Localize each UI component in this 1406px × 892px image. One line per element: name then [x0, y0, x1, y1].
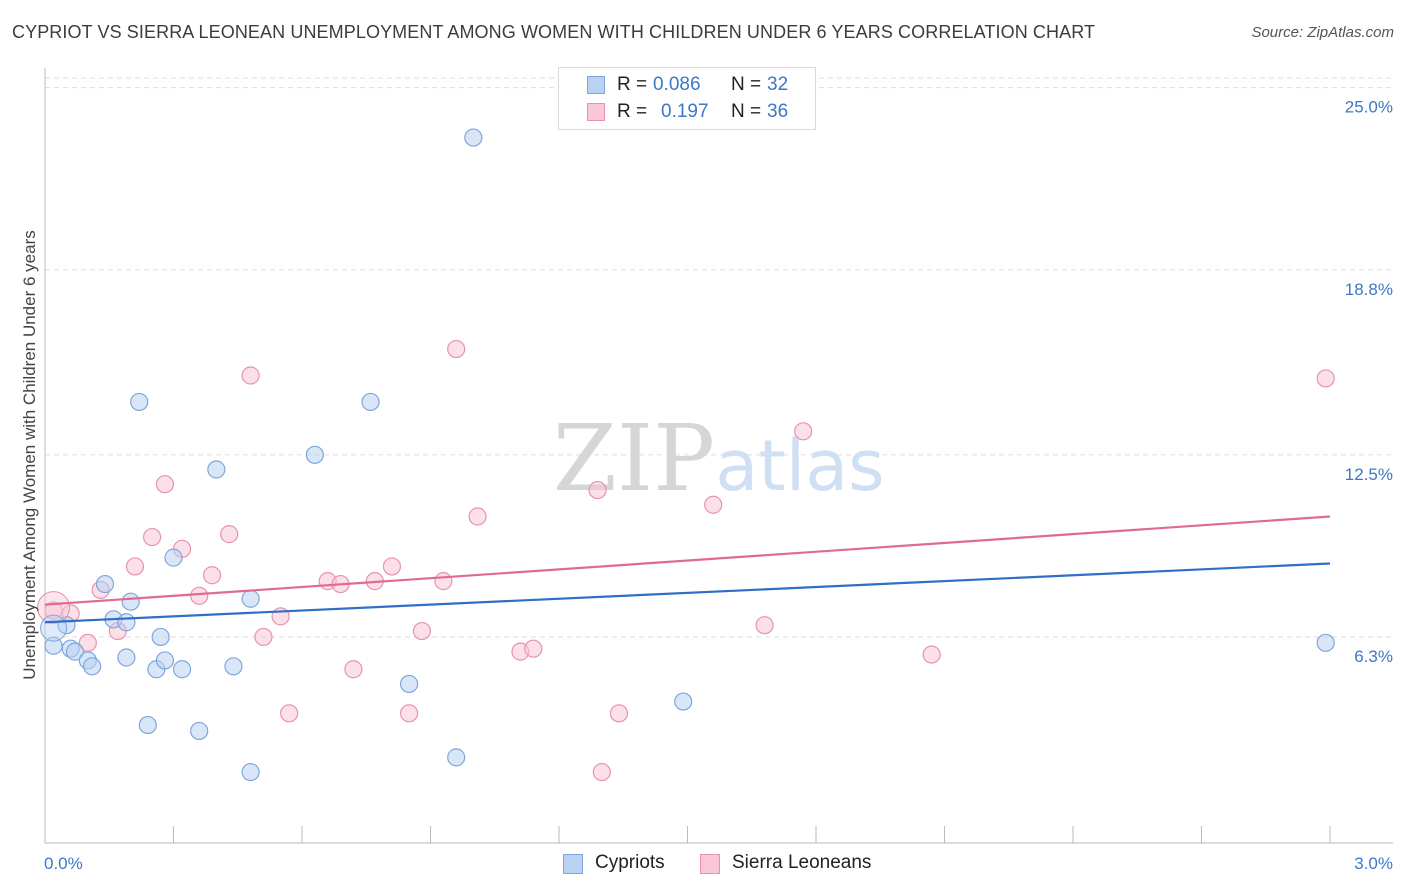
cypriot-point	[190, 721, 209, 741]
sierra-leonean-point	[412, 621, 432, 641]
sierra-leonean-point	[125, 557, 145, 576]
y-axis-title: Unemployment Among Women with Children U…	[20, 230, 39, 679]
series-label: Cypriots	[595, 852, 665, 873]
sierra-leonean-point	[588, 480, 607, 500]
x-tick-label: 3.0%	[1354, 854, 1393, 873]
sierra-leonean-point	[280, 704, 299, 723]
correlation-legend: R = 0.086 N = 32 R = 0.197 N = 36	[558, 67, 816, 130]
cypriot-point	[447, 748, 466, 767]
gridlines	[45, 77, 1393, 638]
cypriot-point	[117, 648, 136, 667]
sierra-leonean-point	[382, 557, 402, 576]
sierra-leonean-point	[704, 495, 723, 514]
legend-r-label: R =	[617, 101, 648, 122]
sierra-leonean-point	[344, 660, 363, 679]
cypriot-point	[155, 651, 175, 670]
y-tick-label: 25.0%	[1345, 98, 1393, 117]
y-tick-label: 12.5%	[1345, 465, 1393, 484]
chart-title: CYPRIOT VS SIERRA LEONEAN UNEMPLOYMENT A…	[12, 22, 1096, 42]
sierra-leonean-point	[220, 525, 239, 544]
cypriot-point	[1316, 633, 1335, 652]
sierra-leonean-point	[468, 507, 487, 526]
cypriot-point	[172, 660, 192, 679]
sierra-leonean-point	[1316, 369, 1335, 388]
sierra-leonean-point	[447, 339, 466, 359]
cypriot-point	[464, 128, 483, 147]
sierra-leonean-point	[190, 586, 209, 605]
y-tick-label: 6.3%	[1354, 647, 1393, 666]
sierra-leonean-trend-line	[44, 515, 1331, 606]
trend-lines	[44, 515, 1331, 624]
cypriot-point	[305, 445, 324, 464]
cypriot-point	[65, 642, 85, 661]
sierra-leonean-point	[755, 616, 774, 635]
cypriot-point	[399, 674, 419, 694]
cypriot-point	[241, 589, 260, 608]
legend-r-label: R =	[617, 74, 648, 95]
cypriot-point	[83, 657, 102, 676]
series-swatch-pink	[700, 854, 720, 874]
series-label: Sierra Leoneans	[732, 852, 872, 873]
sierra-leonean-point	[399, 704, 419, 723]
cypriot-point	[121, 592, 140, 611]
legend-swatch-blue	[587, 76, 605, 94]
cypriot-point	[44, 636, 63, 655]
cypriot-point	[241, 762, 260, 782]
cypriot-point	[361, 392, 380, 412]
series-swatch-blue	[563, 854, 583, 874]
axis-labels: 6.3% 12.5% 18.8% 25.0% 0.0% 3.0% Unemployment …	[20, 98, 1393, 873]
legend-n-label: N =	[731, 101, 762, 122]
watermark-zip: ZIP	[553, 405, 715, 512]
cypriot-point	[138, 715, 157, 735]
cypriot-point	[151, 627, 170, 647]
cypriot-point	[130, 392, 149, 412]
cypriot-trend-line	[44, 562, 1331, 624]
cypriot-point	[117, 613, 136, 632]
legend-n-label: N =	[731, 74, 762, 95]
sierra-leonean-point	[254, 627, 273, 647]
legend-n-value: 36	[767, 101, 789, 122]
sierra-leonean-point	[241, 366, 260, 385]
sierra-leonean-point	[37, 591, 71, 625]
cypriot-point	[164, 548, 183, 567]
axes	[44, 68, 1393, 844]
sierra-leonean-point	[592, 762, 611, 782]
cypriot-point	[224, 657, 243, 676]
sierra-leonean-point	[794, 422, 813, 441]
sierra-leonean-point	[434, 572, 453, 591]
y-tick-label: 18.8%	[1345, 280, 1393, 299]
cypriot-point	[674, 692, 693, 711]
source-credit: Source: ZipAtlas.com	[1251, 24, 1394, 41]
x-tick-label: 0.0%	[44, 854, 83, 873]
sierra-leonean-point	[44, 601, 63, 620]
cypriot-point	[40, 614, 68, 642]
legend-r-value: 0.197	[661, 101, 709, 122]
sierra-leonean-point	[202, 566, 222, 585]
sierra-leonean-point	[922, 645, 941, 664]
legend-swatch-pink	[587, 103, 605, 121]
sierra-leonean-point	[155, 475, 175, 494]
sierra-leonean-point	[78, 633, 97, 652]
sierra-leonean-point	[142, 527, 162, 547]
sierra-leonean-point	[609, 704, 629, 723]
legend-r-value: 0.086	[653, 74, 701, 95]
cypriot-point	[95, 574, 115, 594]
cypriot-point	[207, 460, 226, 479]
legend-n-value: 32	[767, 74, 789, 95]
sierra-leonean-point	[524, 639, 543, 658]
